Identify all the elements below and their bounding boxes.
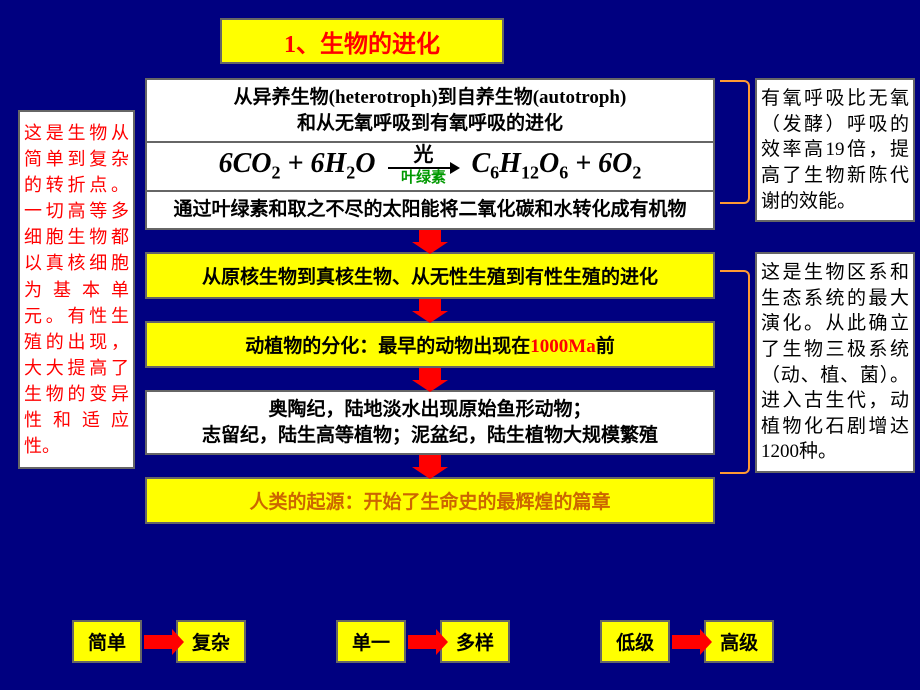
pair3-a: 低级 (600, 620, 670, 663)
right-annotation-1: 有氧呼吸比无氧（发酵）呼吸的效率高19倍，提高了生物新陈代谢的效能。 (755, 78, 915, 222)
bracket-connector-2 (720, 270, 750, 474)
photosynthesis-formula: 6CO2 + 6H2O 光 叶绿素 C6H12O6 + 6O2 (219, 148, 642, 179)
pair1-b: 复杂 (176, 620, 246, 663)
flow-box-1-line2: 和从无氧呼吸到有氧呼吸的进化 (153, 111, 707, 137)
flow-box-4: 从原核生物到真核生物、从无性生殖到有性生殖的进化 (145, 252, 715, 299)
box5-prefix: 动植物的分化：最早的动物出现在 (245, 336, 530, 357)
flow-box-1-line1: 从异养生物(heterotroph)到自养生物(autotroph) (153, 85, 707, 111)
flow-box-5: 动植物的分化：最早的动物出现在1000Ma前 (145, 321, 715, 368)
pair2-a: 单一 (336, 620, 406, 663)
right-arrow-3 (672, 635, 702, 649)
reaction-arrow: 光 叶绿素 (388, 145, 458, 186)
pair3-b: 高级 (704, 620, 774, 663)
down-arrow-3 (145, 368, 715, 390)
left-annotation: 这是生物从简单到复杂的转折点。一切高等多细胞生物都以真核细胞为基本单元。有性生殖… (18, 110, 135, 469)
bracket-connector-1 (720, 80, 750, 204)
down-arrow-1 (145, 230, 715, 252)
flow-box-formula: 6CO2 + 6H2O 光 叶绿素 C6H12O6 + 6O2 (145, 143, 715, 192)
arrow-bottom-label: 叶绿素 (388, 171, 458, 186)
page-title: 1、生物的进化 (220, 18, 504, 64)
arrow-top-label: 光 (388, 145, 458, 165)
down-arrow-2 (145, 299, 715, 321)
flow-box-3: 通过叶绿素和取之不尽的太阳能将二氧化碳和水转化成有机物 (145, 192, 715, 230)
right-arrow-1 (144, 635, 174, 649)
down-arrow-4 (145, 455, 715, 477)
right-annotation-2: 这是生物区系和生态系统的最大演化。从此确立了生物三极系统（动、植、菌）。进入古生… (755, 252, 915, 473)
pair1-a: 简单 (72, 620, 142, 663)
flow-box-7: 人类的起源：开始了生命史的最辉煌的篇章 (145, 477, 715, 524)
flow-box-1: 从异养生物(heterotroph)到自养生物(autotroph) 和从无氧呼… (145, 78, 715, 143)
arrow-line-icon (388, 167, 458, 169)
box6-line2: 志留纪，陆生高等植物；泥盆纪，陆生植物大规模繁殖 (153, 423, 707, 449)
pair2-b: 多样 (440, 620, 510, 663)
bottom-summary-row: 简单 复杂 单一 多样 低级 高级 (72, 620, 880, 663)
box5-red: 1000Ma (530, 336, 595, 357)
box5-suffix: 前 (596, 336, 615, 357)
right-arrow-2 (408, 635, 438, 649)
box6-line1: 奥陶纪，陆地淡水出现原始鱼形动物； (153, 397, 707, 423)
flowchart-column: 从异养生物(heterotroph)到自养生物(autotroph) 和从无氧呼… (145, 78, 715, 524)
flow-box-6: 奥陶纪，陆地淡水出现原始鱼形动物； 志留纪，陆生高等植物；泥盆纪，陆生植物大规模… (145, 390, 715, 455)
